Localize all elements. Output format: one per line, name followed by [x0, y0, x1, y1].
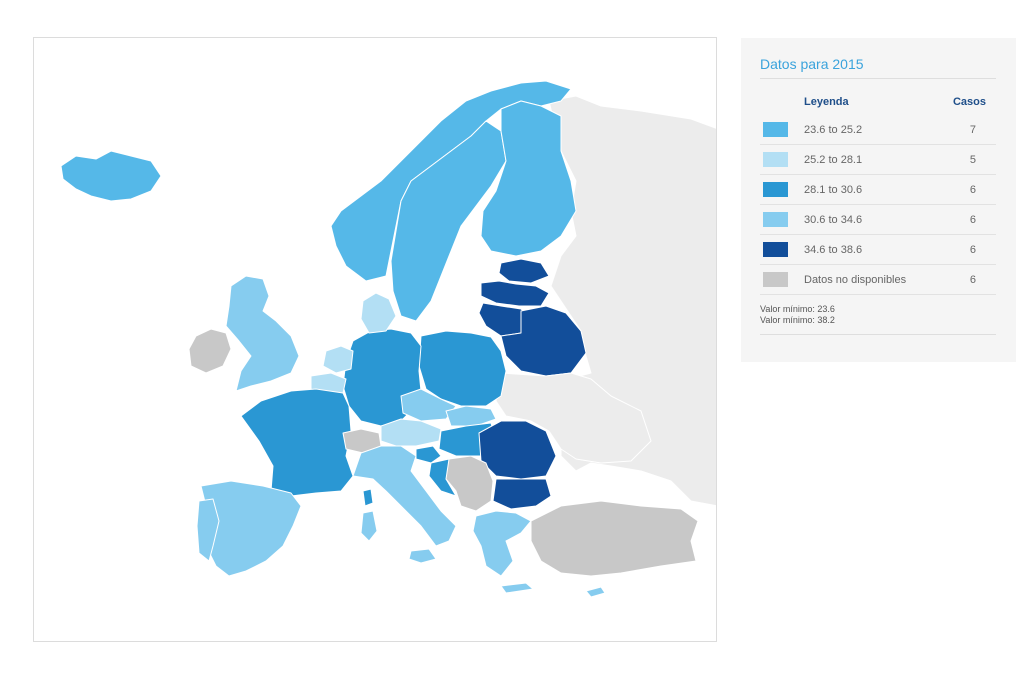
- region-turkey[interactable]: [530, 500, 699, 577]
- legend-row[interactable]: 34.6 to 38.6 6: [760, 235, 996, 265]
- region-ukraine[interactable]: [495, 372, 652, 464]
- legend-row-label: 34.6 to 38.6: [804, 243, 863, 256]
- legend-note: Valor mínimo: 23.6 Valor mínimo: 38.2: [760, 295, 996, 335]
- region-sicily[interactable]: [408, 548, 437, 564]
- region-france[interactable]: [240, 388, 354, 497]
- legend-header-label: Leyenda: [804, 96, 849, 108]
- legend-row-label: 30.6 to 34.6: [804, 213, 863, 226]
- region-crete[interactable]: [500, 582, 534, 594]
- region-italy[interactable]: [352, 445, 457, 547]
- region-sweden[interactable]: [390, 120, 507, 322]
- legend-swatch: [763, 212, 788, 227]
- legend-swatch: [763, 122, 788, 137]
- legend-row[interactable]: 23.6 to 25.2 7: [760, 115, 996, 145]
- legend-panel: Datos para 2015 Leyenda Casos 23.6 to 25…: [741, 38, 1016, 362]
- legend-row-count: 6: [969, 213, 976, 226]
- region-austria[interactable]: [380, 418, 442, 447]
- region-uk[interactable]: [225, 275, 300, 392]
- legend-swatch: [763, 272, 788, 287]
- region-cyprus[interactable]: [585, 586, 606, 598]
- region-portugal[interactable]: [196, 498, 220, 562]
- legend-row-count: 7: [969, 123, 976, 136]
- region-romania[interactable]: [478, 420, 557, 480]
- legend-row-count: 6: [969, 183, 976, 196]
- region-denmark[interactable]: [360, 292, 397, 334]
- region-slovenia[interactable]: [415, 445, 442, 464]
- legend-row[interactable]: 28.1 to 30.6 6: [760, 175, 996, 205]
- legend-row-count: 5: [969, 153, 976, 166]
- region-finland[interactable]: [480, 100, 577, 257]
- legend-note-max: Valor mínimo: 38.2: [760, 315, 835, 325]
- legend-swatch: [763, 182, 788, 197]
- legend-header-count: Casos: [952, 96, 986, 108]
- legend-row-label: 28.1 to 30.6: [804, 183, 863, 196]
- legend-swatch: [763, 152, 788, 167]
- legend-row[interactable]: 30.6 to 34.6 6: [760, 205, 996, 235]
- region-estonia[interactable]: [498, 258, 550, 284]
- region-corsica[interactable]: [362, 488, 374, 507]
- region-sardinia[interactable]: [360, 510, 378, 542]
- legend-swatch: [763, 242, 788, 257]
- legend-row-count: 6: [969, 243, 976, 256]
- region-latvia[interactable]: [480, 280, 550, 307]
- region-poland[interactable]: [418, 330, 507, 407]
- legend-rows: 23.6 to 25.2 7 25.2 to 28.1 5 28.1 to 30.6 6 3…: [760, 115, 996, 295]
- legend-row-label: Datos no disponibles: [804, 273, 907, 286]
- legend-row-count: 6: [969, 273, 976, 286]
- legend-title: Datos para 2015: [760, 56, 996, 79]
- europe-map-svg: [60, 80, 716, 598]
- region-iceland[interactable]: [60, 150, 162, 202]
- europe-map: [33, 37, 717, 642]
- region-netherlands[interactable]: [322, 345, 354, 374]
- region-greece[interactable]: [472, 510, 532, 577]
- region-ireland[interactable]: [188, 328, 232, 374]
- region-slovakia[interactable]: [445, 405, 497, 427]
- legend-note-min: Valor mínimo: 23.6: [760, 304, 835, 314]
- legend-row-label: 25.2 to 28.1: [804, 153, 863, 166]
- legend-row-label: 23.6 to 25.2: [804, 123, 863, 136]
- region-balkans[interactable]: [445, 455, 494, 512]
- legend-row[interactable]: Datos no disponibles 6: [760, 265, 996, 295]
- legend-header: Leyenda Casos: [760, 89, 996, 115]
- region-bulgaria[interactable]: [492, 478, 552, 510]
- legend-row[interactable]: 25.2 to 28.1 5: [760, 145, 996, 175]
